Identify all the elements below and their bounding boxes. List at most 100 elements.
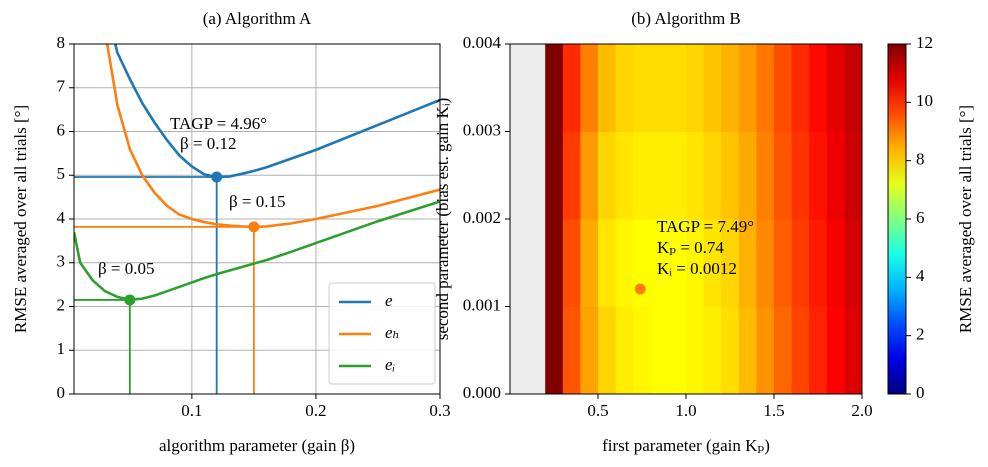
minimum-marker <box>248 221 260 233</box>
colorbar-tick-label: 0 <box>916 383 925 402</box>
heat-cell <box>580 219 599 308</box>
heat-cell <box>650 306 669 394</box>
heat-cell <box>703 44 722 133</box>
heat-cell <box>826 219 845 308</box>
y-tick-label: 0.002 <box>463 208 501 227</box>
heat-cell <box>809 219 828 308</box>
heat-cell <box>545 306 564 394</box>
colorbar <box>887 43 907 395</box>
x-tick-label: 0.3 <box>429 401 450 420</box>
plot-clip <box>74 44 440 394</box>
heat-cell <box>633 44 652 133</box>
heat-cell <box>721 131 740 220</box>
y-tick-label: 0.003 <box>463 120 501 139</box>
heat-cell <box>844 131 862 220</box>
y-tick-label: 0 <box>57 383 66 402</box>
legend-label: eₕ <box>385 323 400 342</box>
heat-cell <box>826 44 845 133</box>
heat-cell <box>562 44 581 133</box>
x-tick-label: 0.1 <box>181 401 202 420</box>
y-tick-label: 8 <box>57 33 66 52</box>
y-axis-label: RMSE averaged over all trials [°] <box>11 105 30 333</box>
heat-cell <box>598 131 617 220</box>
colorbar-tick-label: 8 <box>916 150 925 169</box>
heat-cell <box>774 44 793 133</box>
y-tick-label: 1 <box>57 339 66 358</box>
y-axis-label: second parameter (bias est. gain Kᵢ) <box>433 98 452 341</box>
chart-title: (a) Algorithm A <box>203 9 312 28</box>
heat-cell <box>650 44 669 133</box>
colorbar-tick-label: 10 <box>916 91 933 110</box>
legend-label: eᵢ <box>385 355 395 374</box>
heat-cell <box>545 131 564 220</box>
heat-cell <box>809 306 828 394</box>
legend-label: e <box>385 291 393 310</box>
minimum-marker <box>124 294 136 306</box>
x-tick-label: 1.5 <box>763 401 784 420</box>
y-tick-label: 6 <box>57 120 66 139</box>
heat-cell <box>738 44 757 133</box>
x-axis-label: first parameter (gain Kₚ) <box>602 436 770 455</box>
heat-cell <box>580 131 599 220</box>
heat-cell <box>686 306 705 394</box>
heat-cell <box>668 44 687 133</box>
heat-cell <box>562 219 581 308</box>
heat-cell <box>738 306 757 394</box>
y-tick-label: 2 <box>57 295 66 314</box>
y-tick-label: 5 <box>57 164 66 183</box>
heat-cell <box>615 306 634 394</box>
heat-cell <box>668 219 687 308</box>
heat-cell <box>738 131 757 220</box>
heat-cell <box>598 219 617 308</box>
heat-cell <box>650 131 669 220</box>
heat-cell <box>703 219 722 308</box>
heat-cell <box>809 131 828 220</box>
chart-title: (b) Algorithm B <box>631 9 741 28</box>
heat-cell <box>562 306 581 394</box>
heat-cell <box>615 131 634 220</box>
heat-cell <box>668 306 687 394</box>
series-line <box>105 44 440 229</box>
heat-cell <box>791 306 810 394</box>
heat-cell <box>580 306 599 394</box>
legend-box <box>328 282 436 385</box>
x-axis-label: algorithm parameter (gain β) <box>159 436 355 455</box>
heat-cell <box>826 131 845 220</box>
heat-cell <box>686 44 705 133</box>
x-tick-label: 0.2 <box>305 401 326 420</box>
heat-cell <box>598 44 617 133</box>
heat-cell <box>650 219 669 308</box>
heat-cell <box>791 44 810 133</box>
annotation: TAGP = 4.96° <box>170 114 267 133</box>
annotation: Kₚ = 0.74 <box>657 238 724 257</box>
heat-cell <box>756 131 775 220</box>
heat-cell <box>774 306 793 394</box>
heat-cell <box>738 219 757 308</box>
heat-cell <box>633 131 652 220</box>
colorbar-tick-label: 4 <box>916 266 925 285</box>
heat-cell <box>580 44 599 133</box>
axes-frame <box>73 43 441 395</box>
heat-cell <box>633 306 652 394</box>
y-tick-label: 4 <box>57 208 66 227</box>
colorbar-tick-label: 6 <box>916 208 925 227</box>
minimum-marker <box>211 171 223 183</box>
heat-cell <box>686 219 705 308</box>
x-tick-label: 2.0 <box>851 401 872 420</box>
annotation: β = 0.15 <box>229 192 286 211</box>
heat-cell <box>668 131 687 220</box>
x-tick-label: 1.0 <box>675 401 696 420</box>
heat-cell <box>756 219 775 308</box>
y-tick-label: 0.000 <box>463 383 501 402</box>
heat-cell <box>703 131 722 220</box>
plot-clip <box>545 44 862 394</box>
heat-cell <box>826 306 845 394</box>
colorbar-tick-label: 12 <box>916 33 933 52</box>
heat-cell <box>774 131 793 220</box>
series-line <box>74 200 440 302</box>
heat-cell <box>703 306 722 394</box>
y-tick-label: 3 <box>57 252 66 271</box>
series-line <box>114 44 440 179</box>
heat-cell <box>721 306 740 394</box>
